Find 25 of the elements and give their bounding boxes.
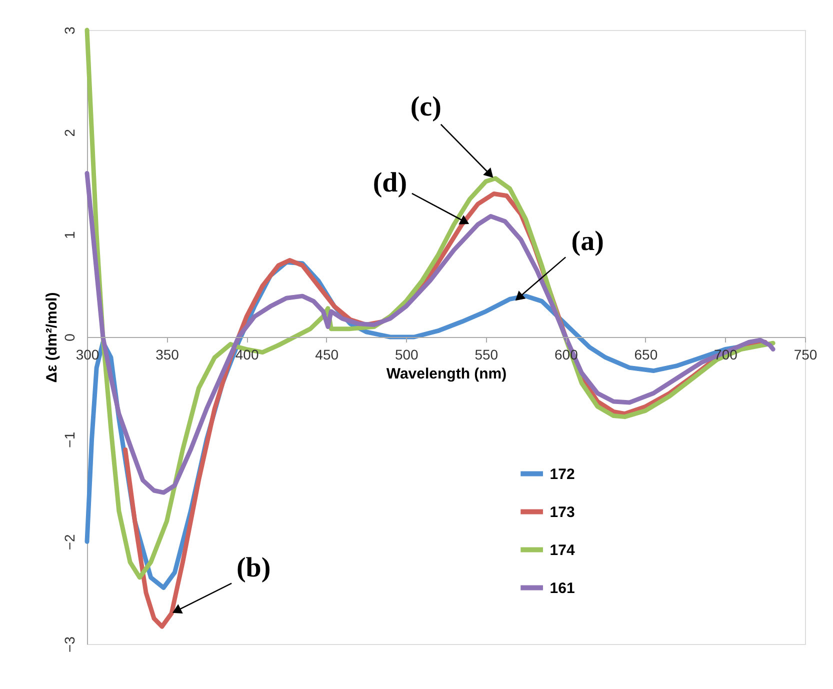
legend-label: 161 [550,580,575,597]
annotation: (d) [372,167,408,198]
y-tick-label: −1 [62,432,78,448]
annotation: (c) [410,91,442,122]
y-axis-title: Δε (dm²/mol) [44,292,60,383]
annotation: (a) [571,226,604,258]
x-tick-label: 350 [156,346,180,362]
legend-label: 174 [550,542,576,559]
x-tick-label: 500 [394,346,419,362]
y-tick-label: 0 [62,333,78,342]
y-tick-label: 3 [62,26,78,34]
y-tick-label: −3 [62,636,78,652]
x-tick-label: 450 [315,346,339,362]
legend-label: 172 [550,466,575,483]
x-tick-label: 400 [235,346,259,362]
x-tick-label: 650 [634,346,658,362]
legend-label: 173 [550,504,575,521]
y-tick-label: 2 [62,128,78,137]
x-tick-label: 750 [794,346,818,362]
x-tick-label: 550 [474,346,498,362]
annotation: (b) [236,552,271,584]
y-tick-label: −2 [62,534,78,550]
x-axis-title: Wavelength (nm) [386,366,507,382]
y-tick-label: 1 [62,231,78,240]
x-tick-label: 700 [714,346,738,362]
